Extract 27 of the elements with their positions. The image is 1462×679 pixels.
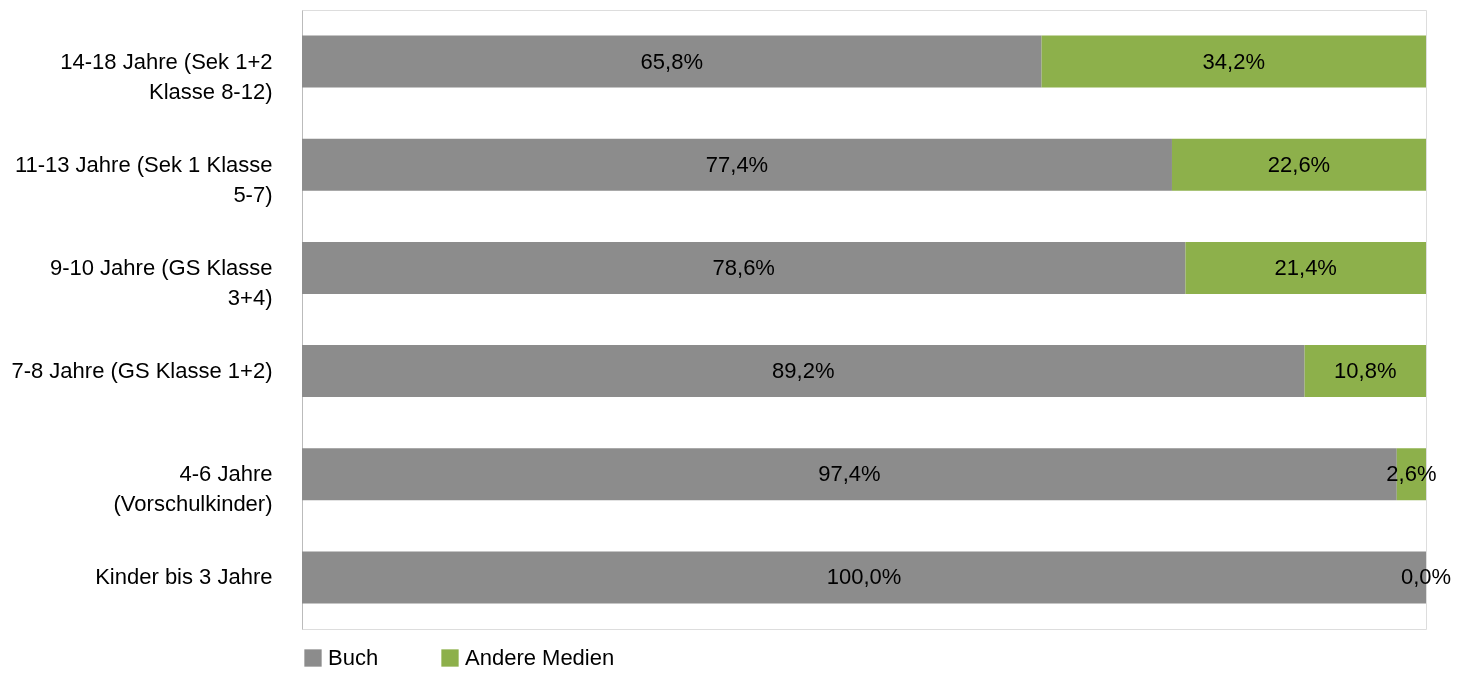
y-tick-label: 14-18 Jahre (Sek 1+2 Klasse 8-12) xyxy=(60,48,273,104)
data-label: 10,8% xyxy=(1334,358,1397,384)
bar xyxy=(302,345,1305,398)
y-tick-label: 7-8 Jahre (GS Klasse 1+2) xyxy=(11,358,273,384)
bar xyxy=(1185,241,1426,294)
data-label: 0,0% xyxy=(1400,564,1452,590)
legend-label: Andere Medien xyxy=(465,645,615,670)
bar xyxy=(302,241,1186,294)
y-tick-label: 9-10 Jahre (GS Klasse 3+4) xyxy=(49,254,273,310)
data-label: 97,4% xyxy=(818,461,881,487)
data-label: 77,4% xyxy=(705,151,769,177)
data-label: 78,6% xyxy=(712,254,775,280)
data-label: 65,8% xyxy=(640,48,703,74)
y-tick-label: 4-6 Jahre (Vorschulkinder) xyxy=(113,461,273,517)
bar xyxy=(1304,345,1426,398)
bar xyxy=(302,138,1172,191)
bar xyxy=(1041,35,1426,88)
data-label: 100,0% xyxy=(826,564,902,590)
y-tick-label: Kinder bis 3 Jahre xyxy=(95,564,273,590)
legend-label: Buch xyxy=(328,645,379,670)
y-tick-label: 11-13 Jahre (Sek 1 Klasse 5-7) xyxy=(14,151,273,207)
data-label: 22,6% xyxy=(1267,151,1331,177)
data-label: 34,2% xyxy=(1202,48,1265,74)
data-label: 89,2% xyxy=(772,358,835,384)
bar xyxy=(302,35,1042,88)
bar xyxy=(1171,138,1426,191)
data-label: 21,4% xyxy=(1274,254,1337,280)
